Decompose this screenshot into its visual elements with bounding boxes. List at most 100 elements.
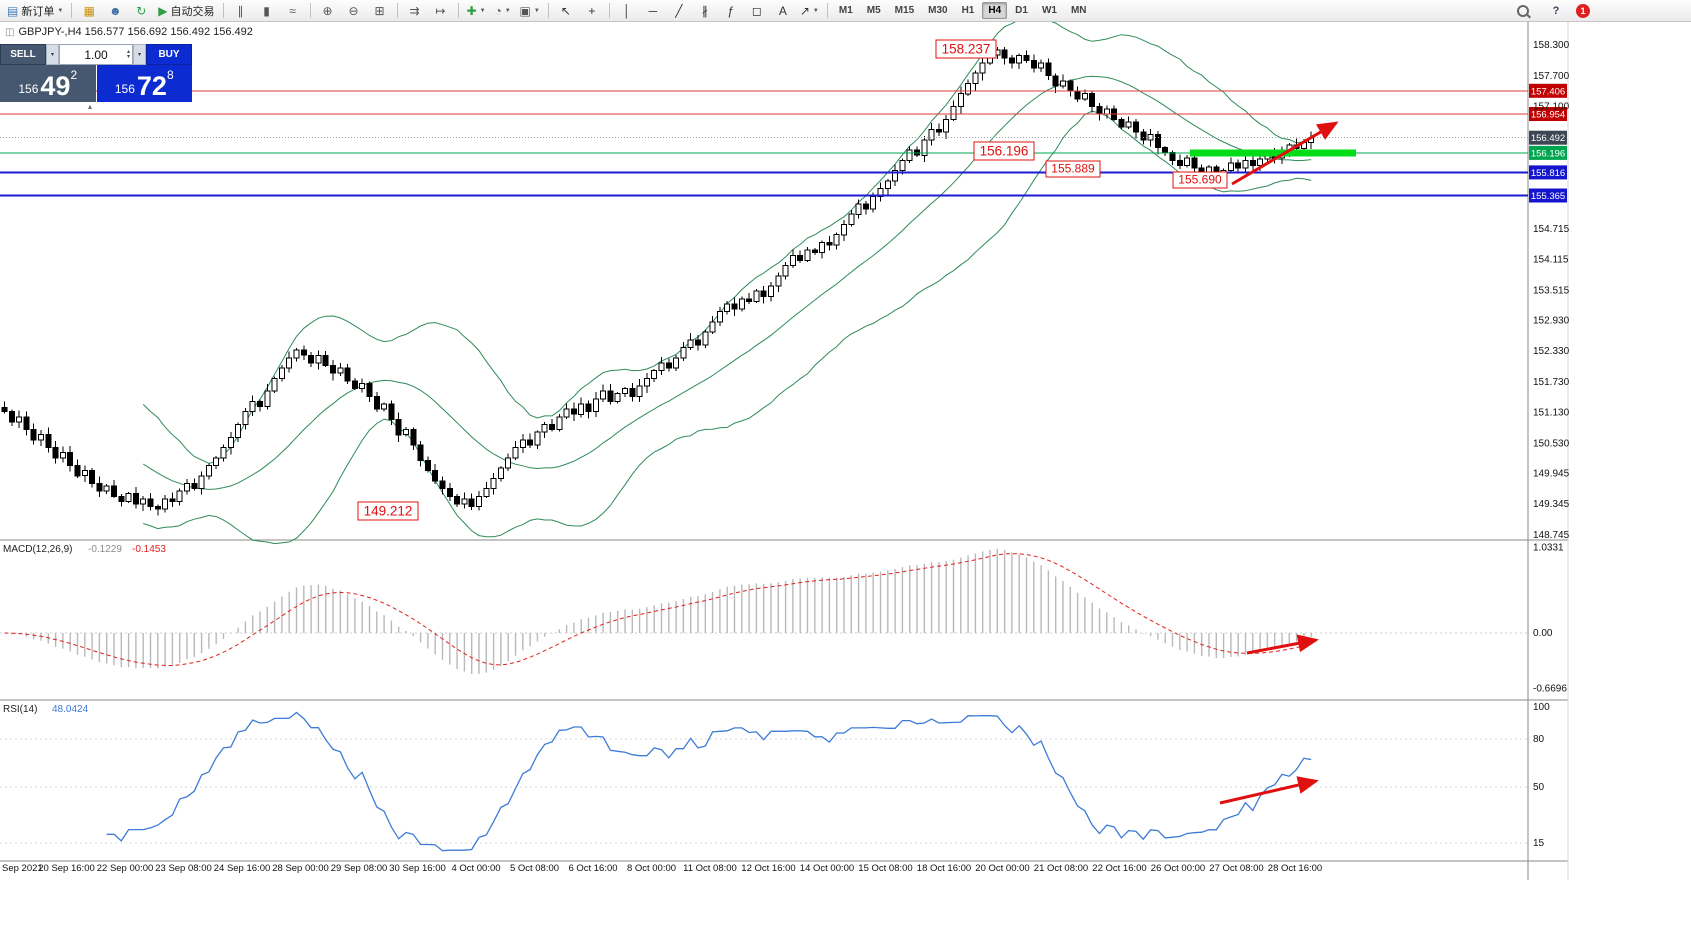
toolbar-separator [222,3,224,18]
zoom-in-button[interactable]: ⊕ [316,1,340,21]
text-label-button[interactable]: A [771,1,795,21]
volume-input[interactable]: 1.00 ▴ ▾ [59,44,133,65]
sell-price-panel[interactable]: 156 49 2 [0,65,96,102]
auto-scroll-icon: ⇉ [409,3,420,18]
periods-button[interactable]: ◔ ▼ [491,1,515,21]
buy-price-sup: 8 [166,68,174,82]
candlestick-mini-icon: ◫ [5,26,15,38]
new-order-icon: ▤ [7,3,19,18]
autotrading-button-label: 自动交易 [170,5,215,18]
chart-shift-button[interactable]: ↦ [429,1,453,21]
trade-panel-controls: SELL ▾ 1.00 ▴ ▾ ▾ BUY [0,44,192,65]
svg-text:158.300: 158.300 [1533,40,1570,51]
svg-text:22 Oct 16:00: 22 Oct 16:00 [1092,863,1146,874]
svg-text:30 Sep 16:00: 30 Sep 16:00 [389,863,446,874]
zoom-in-icon: ⊕ [322,3,333,18]
vertical-line-button[interactable]: │ [615,1,639,21]
help-button[interactable]: ? [1544,1,1568,21]
fibonacci-button[interactable]: ƒ [719,1,743,21]
buy-price-panel[interactable]: 156 72 8 [96,65,192,102]
svg-text:48.0424: 48.0424 [52,704,89,715]
trendline-icon: ╱ [675,3,683,18]
chart-shift-icon: ↦ [435,3,446,18]
timeframe-m15-button[interactable]: M15 [894,5,915,16]
svg-text:12 Oct 16:00: 12 Oct 16:00 [741,863,795,874]
zoom-out-button[interactable]: ⊖ [342,1,366,21]
depth-of-market-button[interactable]: ☻ [103,1,127,21]
svg-text:4 Oct 00:00: 4 Oct 00:00 [451,863,500,874]
arrow-objects-button[interactable]: ↗ ▼ [797,1,822,21]
svg-text:157.700: 157.700 [1533,71,1570,82]
equidistant-channel-button[interactable]: ∦ [693,1,717,21]
buy-options-caret-icon[interactable]: ▾ [133,44,146,65]
trendline-button[interactable]: ╱ [667,1,691,21]
timeframe-mn-button[interactable]: MN [1070,5,1087,16]
notification-badge[interactable]: 1 [1576,4,1590,18]
volume-down-icon[interactable]: ▾ [126,53,130,60]
volume-stepper[interactable]: ▴ ▾ [127,45,130,64]
timeframe-h1-button[interactable]: H1 [961,5,975,16]
svg-text:MACD(12,26,9): MACD(12,26,9) [3,544,72,555]
buy-price-big: 72 [136,71,167,101]
caret-down-icon: ▼ [479,7,486,14]
volume-up-icon[interactable]: ▴ [126,48,130,55]
svg-text:155.690: 155.690 [1178,173,1222,187]
timeframe-w1-button[interactable]: W1 [1041,5,1057,16]
svg-text:-0.1453: -0.1453 [132,544,166,555]
sell-button[interactable]: SELL [0,44,46,65]
shapes-button[interactable]: ◻ [745,1,769,21]
trade-panel-prices: 156 49 2 156 72 8 [0,65,192,102]
bollinger-bands [142,17,1312,545]
svg-text:Sep 2021: Sep 2021 [2,863,43,874]
timeframe-m5-button[interactable]: M5 [866,5,881,16]
search-icon [1517,5,1529,17]
svg-text:1.0331: 1.0331 [1533,542,1564,553]
arrow-object-icon: ↗ [799,3,810,18]
horizontal-levels[interactable] [0,90,1528,197]
ohlc-text: GBPJPY-,H4 156.577 156.692 156.492 156.4… [18,26,253,38]
search-button[interactable] [1511,1,1535,21]
charts-button[interactable]: ▦ [77,1,101,21]
indicators-button[interactable]: ✚ ▼ [464,1,489,21]
svg-text:154.115: 154.115 [1533,255,1569,266]
autotrading-button[interactable]: ▶ 自动交易 [155,1,217,21]
svg-text:157.406: 157.406 [1531,86,1565,97]
timeframe-h4-button[interactable]: H4 [982,2,1008,19]
buy-button[interactable]: BUY [146,44,192,65]
caret-down-icon: ▼ [812,7,819,14]
new-order-button[interactable]: ▤ 新订单 ▼ [4,1,66,21]
trend-arrow-main [1231,121,1339,186]
candlestick-type-button[interactable]: ▮ [255,1,279,21]
person-icon: ☻ [108,3,122,18]
ohlc-header: ◫ GBPJPY-,H4 156.577 156.692 156.492 156… [5,26,253,38]
macd-panel: MACD(12,26,9) -0.1229 -0.1453 1.0331 0.00 -0.… [0,542,1567,695]
templates-button[interactable]: ▣ ▼ [517,1,543,21]
svg-text:149.945: 149.945 [1533,468,1570,479]
svg-text:149.345: 149.345 [1533,499,1570,510]
panel-collapse-arrow[interactable]: ▴ [88,102,93,111]
autotrading-play-icon: ▶ [158,3,168,18]
sell-options-caret-icon[interactable]: ▾ [46,44,59,65]
svg-text:26 Oct 00:00: 26 Oct 00:00 [1151,863,1205,874]
cursor-button[interactable]: ↖ [554,1,578,21]
price-axis: 157.406 156.954 156.492 156.196 155.816 155.3… [1529,40,1570,541]
panel-separators [0,22,1569,880]
svg-text:8 Oct 00:00: 8 Oct 00:00 [627,863,676,874]
ohlc-bars-icon: ∥ [237,3,244,18]
timeframe-d1-button[interactable]: D1 [1015,5,1028,16]
timeframe-m1-button[interactable]: M1 [838,5,853,16]
refresh-button[interactable]: ↻ [129,1,153,21]
tile-windows-button[interactable]: ⊞ [368,1,392,21]
horizontal-line-button[interactable]: ─ [641,1,665,21]
svg-text:155.365: 155.365 [1531,191,1565,202]
crosshair-button[interactable]: + [580,1,604,21]
auto-scroll-button[interactable]: ⇉ [403,1,427,21]
timeframe-m30-button[interactable]: M30 [928,5,948,16]
price-callout [935,39,997,59]
price-callout [1172,171,1228,189]
toolbar: ▤ 新订单 ▼ ▦ ☻ ↻ ▶ 自动交易 ∥ ▮ ≈ ⊕ ⊖ ⊞ ⇉ ↦ ✚ ▼ ◔ ▼ ▣ ▼ ↖ + │ ─ ╱ ∦ ƒ ◻ A ↗ ▼ M1… [0,0,1691,22]
bar-chart-type-button[interactable]: ∥ [229,1,253,21]
line-chart-type-button[interactable]: ≈ [281,1,305,21]
svg-text:5 Oct 08:00: 5 Oct 08:00 [510,863,559,874]
